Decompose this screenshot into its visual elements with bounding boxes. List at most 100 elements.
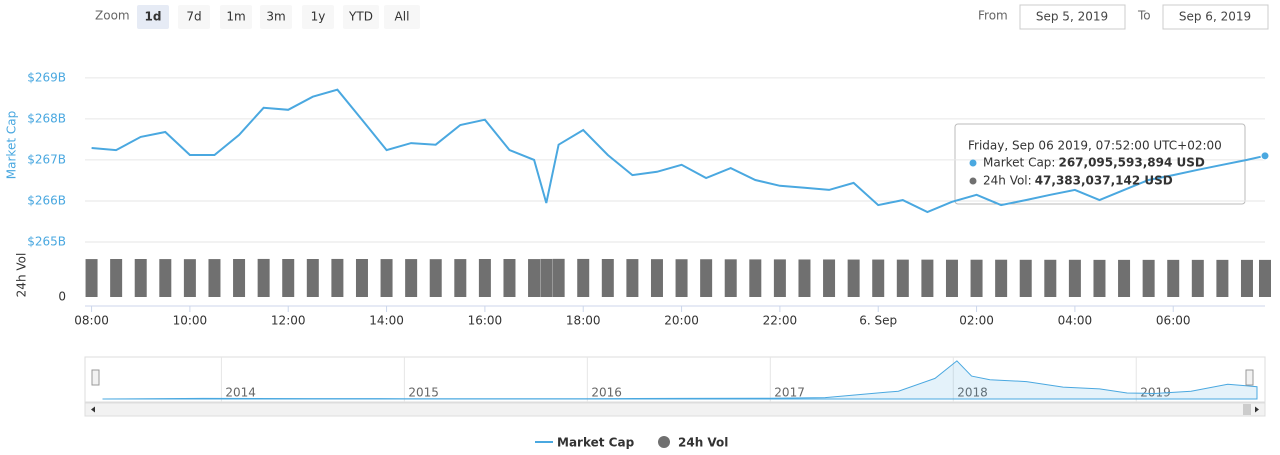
navigator-handle[interactable] <box>1245 369 1254 386</box>
scrollbar[interactable] <box>84 402 1266 417</box>
tooltip-dot <box>969 177 977 185</box>
volume-bar <box>601 259 614 297</box>
x-tick-label: 6. Sep <box>859 314 897 328</box>
volume-bar <box>355 259 368 297</box>
volume-bar <box>749 259 762 297</box>
volume-bar <box>724 259 737 297</box>
volume-bar <box>626 259 639 297</box>
to-value: Sep 6, 2019 <box>1179 10 1251 24</box>
volume-bar <box>847 259 860 297</box>
y-tick-label: $268B <box>27 111 66 125</box>
zoom-button-label: YTD <box>348 10 373 24</box>
tooltip-box <box>954 123 1246 205</box>
tooltip-title: Friday, Sep 06 2019, 07:52:00 UTC+02:00 <box>968 139 1222 153</box>
volume-bar <box>429 259 442 297</box>
volume-bar <box>540 258 553 297</box>
volume-bar <box>85 259 98 297</box>
navigator-handle[interactable] <box>91 369 100 386</box>
volume-bar <box>1142 259 1155 297</box>
volume-bar <box>1019 259 1032 297</box>
from-value: Sep 5, 2019 <box>1036 10 1108 24</box>
volume-bar <box>208 259 221 297</box>
volume-bar <box>1167 259 1180 297</box>
x-tick-label: 22:00 <box>763 314 798 328</box>
navigator-tick-label: 2014 <box>225 386 256 400</box>
zoom-button[interactable] <box>343 5 379 29</box>
zoom-button[interactable] <box>260 5 292 29</box>
volume-bar <box>1191 259 1204 297</box>
volume-bar <box>1093 259 1106 297</box>
scroll-left[interactable] <box>91 406 95 413</box>
volume-bar <box>552 258 565 297</box>
navigator-tick-label: 2015 <box>408 386 439 400</box>
navigator-tick-label: 2016 <box>591 386 622 400</box>
volume-bar <box>700 259 713 297</box>
volume-bar <box>872 259 885 297</box>
zoom-button[interactable] <box>137 5 169 29</box>
navigator-tick-label: 2017 <box>774 386 805 400</box>
from-label: From <box>978 9 1008 23</box>
volume-bar <box>1044 259 1057 297</box>
volume-bar <box>380 259 393 297</box>
volume-bar <box>478 259 491 297</box>
x-tick-label: 14:00 <box>369 314 404 328</box>
tooltip-value: 47,383,037,142 USD <box>1035 174 1173 188</box>
from-input[interactable] <box>1019 4 1126 30</box>
volume-bar <box>970 259 983 297</box>
volume-bar <box>405 259 418 297</box>
volume-bar <box>1216 259 1229 297</box>
volume-bar <box>233 259 246 297</box>
volume-bar <box>896 259 909 297</box>
volume-bar <box>1118 259 1131 297</box>
y2-tick-label: 0 <box>58 290 66 304</box>
navigator-area <box>102 360 1258 400</box>
zoom-button[interactable] <box>302 5 334 29</box>
legend-label[interactable]: Market Cap <box>557 436 635 450</box>
volume-bar <box>823 259 836 297</box>
tooltip-label: Market Cap: <box>983 156 1055 170</box>
to-label: To <box>1137 9 1151 23</box>
volume-bar <box>675 259 688 297</box>
y2-axis-title: 24h Vol <box>15 253 29 298</box>
x-tick-label: 12:00 <box>271 314 306 328</box>
y-tick-label: $269B <box>27 70 66 84</box>
navigator-tick-label: 2018 <box>957 386 988 400</box>
volume-bar <box>454 259 467 297</box>
zoom-button-label: All <box>395 10 410 24</box>
volume-bar <box>159 259 172 297</box>
volume-bar <box>183 259 196 297</box>
volume-bar <box>331 258 344 297</box>
scrollbar-thumb[interactable] <box>1243 404 1251 415</box>
tooltip-value: 267,095,593,894 USD <box>1058 156 1204 170</box>
volume-bar <box>1068 259 1081 297</box>
x-tick-label: 04:00 <box>1058 314 1093 328</box>
volume-bar <box>650 259 663 297</box>
volume-bar <box>134 259 147 297</box>
volume-bar <box>257 258 270 297</box>
volume-bar <box>945 259 958 297</box>
tooltip-label: 24h Vol: <box>983 174 1032 188</box>
zoom-label: Zoom <box>95 9 130 23</box>
volume-bar <box>503 259 516 297</box>
zoom-button-label: 1m <box>226 10 245 24</box>
zoom-button-label: 1y <box>311 10 326 24</box>
legend-label[interactable]: 24h Vol <box>678 436 728 450</box>
to-input[interactable] <box>1162 4 1269 30</box>
volume-bar <box>577 258 590 297</box>
volume-bar <box>528 259 541 297</box>
legend-dot <box>658 436 670 448</box>
zoom-button-label: 1d <box>145 10 162 24</box>
y-tick-label: $267B <box>27 152 66 166</box>
navigator-tick-label: 2019 <box>1140 386 1171 400</box>
market-cap-line <box>91 88 1266 214</box>
zoom-button[interactable] <box>384 5 420 29</box>
zoom-button[interactable] <box>220 5 252 29</box>
hover-marker <box>1260 151 1270 161</box>
navigator-frame <box>84 356 1266 403</box>
x-tick-label: 08:00 <box>74 314 109 328</box>
zoom-button[interactable] <box>178 5 210 29</box>
scroll-right[interactable] <box>1255 406 1259 413</box>
x-tick-label: 06:00 <box>1156 314 1191 328</box>
x-tick-label: 20:00 <box>664 314 699 328</box>
volume-bar <box>1259 259 1271 297</box>
